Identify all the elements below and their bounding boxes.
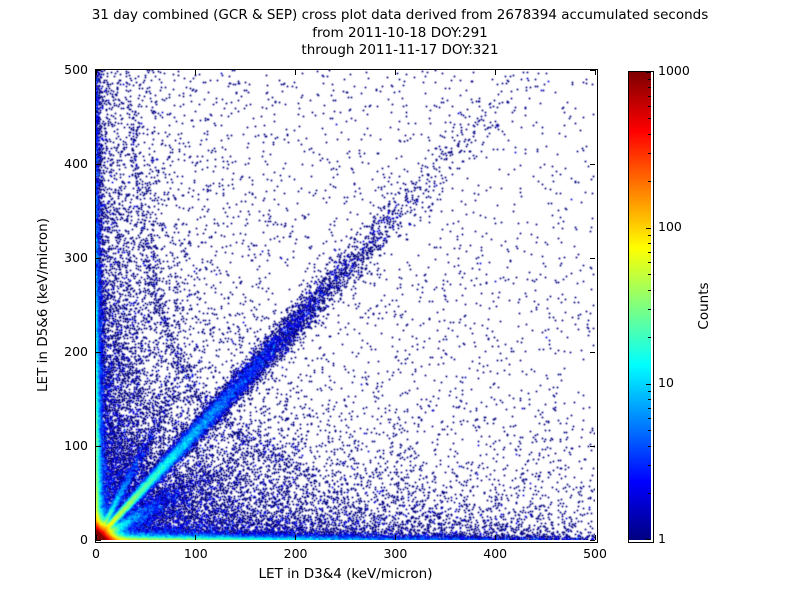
chart-title-line-3: through 2011-11-17 DOY:321 — [301, 42, 499, 58]
y-tick-label: 300 — [64, 250, 88, 265]
colorbar-minor-tick-mark — [648, 309, 651, 311]
colorbar-tick-mark — [646, 72, 651, 73]
x-tick-mark — [394, 70, 396, 75]
colorbar-minor-tick-mark — [648, 430, 651, 432]
colorbar-minor-tick-mark — [648, 418, 651, 420]
colorbar-minor-tick-mark — [648, 465, 651, 467]
colorbar-minor-tick-mark — [648, 86, 651, 88]
x-tick-mark — [95, 70, 97, 75]
colorbar-minor-tick-mark — [648, 407, 651, 409]
y-tick-mark — [96, 445, 101, 447]
colorbar-tick-mark — [646, 383, 651, 385]
colorbar-minor-tick-mark — [648, 78, 651, 80]
colorbar-label: Counts — [696, 282, 712, 330]
colorbar-canvas — [629, 72, 651, 540]
x-tick-label: 300 — [383, 546, 408, 561]
x-tick-label: 0 — [92, 546, 100, 561]
scatter-canvas — [96, 70, 595, 540]
colorbar-minor-tick-mark — [648, 251, 651, 253]
x-tick-label: 100 — [183, 546, 208, 561]
y-axis-label: LET in D5&6 (keV/micron) — [35, 218, 51, 392]
colorbar-minor-tick-mark — [648, 289, 651, 291]
x-tick-mark — [95, 535, 97, 540]
x-tick-label: 500 — [583, 546, 607, 561]
colorbar-minor-tick-mark — [648, 262, 651, 264]
colorbar-tick-mark — [646, 538, 651, 540]
y-tick-mark — [96, 69, 101, 71]
colorbar-minor-tick-mark — [648, 242, 651, 244]
chart-title: 31 day combined (GCR & SEP) cross plot d… — [0, 7, 800, 60]
x-tick-mark — [195, 535, 197, 540]
colorbar-tick-mark — [646, 227, 651, 229]
colorbar-minor-tick-mark — [648, 153, 651, 155]
x-tick-label: 400 — [483, 546, 508, 561]
x-axis-label: LET in D3&4 (keV/micron) — [258, 566, 433, 582]
x-tick-mark — [494, 535, 496, 540]
x-tick-mark — [195, 70, 197, 75]
y-tick-mark — [590, 257, 595, 259]
x-tick-mark — [394, 535, 396, 540]
x-tick-mark — [295, 70, 297, 75]
y-tick-mark — [96, 163, 101, 165]
colorbar-tick-label: 10 — [658, 375, 674, 390]
colorbar — [628, 71, 654, 543]
y-tick-label: 400 — [64, 156, 88, 171]
y-tick-label: 200 — [64, 344, 88, 359]
colorbar-minor-tick-mark — [648, 336, 651, 338]
x-tick-mark — [594, 70, 596, 75]
x-tick-mark — [494, 70, 496, 75]
colorbar-minor-tick-mark — [648, 118, 651, 120]
y-tick-label: 500 — [64, 62, 88, 77]
colorbar-minor-tick-mark — [648, 390, 651, 392]
y-tick-mark — [96, 257, 101, 259]
x-tick-mark — [295, 535, 297, 540]
colorbar-minor-tick-mark — [648, 234, 651, 236]
colorbar-minor-tick-mark — [648, 398, 651, 400]
y-tick-label: 100 — [64, 438, 88, 453]
y-tick-mark — [590, 445, 595, 447]
colorbar-minor-tick-mark — [648, 180, 651, 182]
y-tick-mark — [590, 351, 595, 353]
chart-title-line-2: from 2011-10-18 DOY:291 — [312, 24, 488, 41]
plot-area — [95, 69, 598, 543]
colorbar-tick-label: 1000 — [658, 63, 690, 78]
y-tick-mark — [96, 351, 101, 353]
chart-title-line-1: 31 day combined (GCR & SEP) cross plot d… — [91, 7, 709, 23]
y-tick-mark — [590, 69, 595, 71]
x-tick-mark — [594, 535, 596, 540]
y-tick-mark — [590, 163, 595, 165]
y-tick-mark — [96, 539, 101, 541]
y-tick-label: 0 — [80, 532, 88, 547]
colorbar-minor-tick-mark — [648, 274, 651, 276]
y-tick-mark — [590, 539, 595, 541]
colorbar-tick-label: 1 — [658, 531, 666, 546]
x-tick-label: 200 — [283, 546, 308, 561]
colorbar-minor-tick-mark — [648, 445, 651, 447]
colorbar-minor-tick-mark — [648, 133, 651, 135]
colorbar-tick-label: 100 — [658, 219, 682, 234]
colorbar-minor-tick-mark — [648, 492, 651, 494]
colorbar-minor-tick-mark — [648, 95, 651, 97]
colorbar-minor-tick-mark — [648, 106, 651, 108]
